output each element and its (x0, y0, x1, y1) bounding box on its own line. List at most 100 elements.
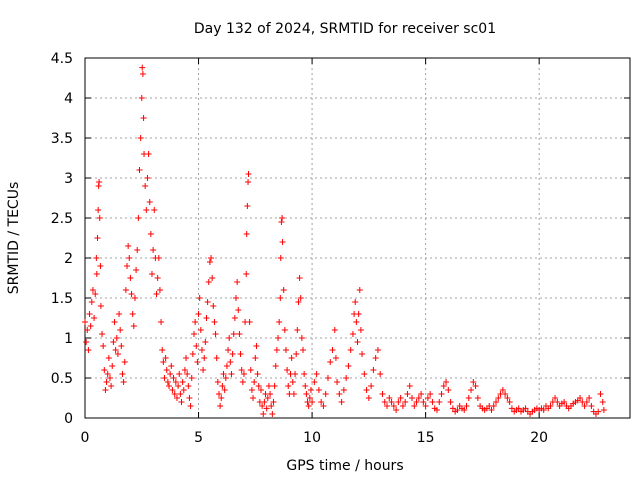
data-point (454, 407, 461, 413)
data-point (156, 287, 163, 293)
data-point (251, 379, 258, 385)
data-point (422, 403, 429, 409)
data-point (138, 95, 145, 101)
data-point (114, 351, 121, 357)
data-point (143, 207, 150, 213)
data-point (122, 287, 129, 293)
data-point (577, 395, 584, 401)
data-point (281, 327, 288, 333)
y-tick-label: 1.5 (51, 291, 73, 307)
data-point (365, 395, 372, 401)
data-point (427, 391, 434, 397)
data-point (87, 323, 94, 329)
data-point (204, 299, 211, 305)
data-point (347, 347, 354, 353)
y-tick-label: 0.5 (51, 371, 73, 387)
data-point (215, 391, 222, 397)
data-point (130, 323, 137, 329)
data-point (95, 207, 102, 213)
data-point (289, 379, 296, 385)
data-point (278, 219, 285, 225)
data-point (89, 287, 96, 293)
data-point (356, 287, 363, 293)
data-point (184, 371, 191, 377)
data-point (226, 335, 233, 341)
data-point (305, 403, 312, 409)
data-point (468, 387, 475, 393)
data-point (194, 359, 201, 365)
data-point (271, 383, 278, 389)
data-point (239, 379, 246, 385)
data-point (217, 403, 224, 409)
data-point (212, 331, 219, 337)
data-point (583, 399, 590, 405)
data-point (445, 387, 452, 393)
data-point (250, 395, 257, 401)
data-point (300, 347, 306, 353)
data-point (359, 351, 366, 357)
data-point (384, 403, 391, 409)
data-point (247, 367, 254, 373)
data-point (547, 403, 554, 409)
data-point (169, 387, 176, 393)
data-point (205, 279, 212, 285)
data-point (288, 355, 295, 361)
data-point (121, 359, 128, 365)
data-point (429, 399, 436, 405)
data-point (275, 335, 282, 341)
data-point (103, 379, 110, 385)
data-point (472, 383, 479, 389)
data-point (104, 371, 111, 377)
data-point (374, 347, 381, 353)
data-point (229, 351, 236, 357)
data-point (108, 383, 115, 389)
data-point (318, 399, 325, 405)
data-point (163, 367, 170, 373)
data-point (345, 363, 352, 369)
data-point (166, 383, 173, 389)
data-point (127, 275, 134, 281)
data-point (99, 331, 106, 337)
y-tick-label: 4 (64, 91, 73, 107)
plot-frame (84, 57, 631, 419)
data-point (237, 351, 244, 357)
data-point (222, 375, 229, 381)
data-point (411, 403, 418, 409)
data-point (243, 231, 250, 237)
data-point (388, 399, 395, 405)
data-point (315, 387, 322, 393)
data-point (311, 379, 318, 385)
data-point (126, 255, 133, 261)
data-point (595, 408, 602, 415)
data-point (386, 395, 393, 401)
data-point (355, 311, 362, 317)
data-point (409, 395, 415, 401)
data-point (413, 399, 420, 405)
data-point (223, 363, 230, 369)
data-point (324, 375, 331, 381)
data-point (402, 399, 409, 405)
data-point (210, 303, 217, 309)
data-point (235, 307, 242, 313)
data-point (306, 395, 313, 401)
data-point (96, 179, 103, 185)
data-point (370, 367, 377, 373)
data-point (176, 371, 183, 377)
data-point (302, 383, 309, 389)
y-tick-label: 4.5 (51, 51, 73, 67)
data-point (117, 327, 124, 333)
data-point (128, 291, 135, 297)
data-point (231, 315, 238, 321)
x-tick-label: 20 (530, 430, 548, 446)
data-point (372, 355, 379, 361)
data-point (91, 315, 98, 321)
data-point (276, 319, 283, 325)
data-point (461, 407, 468, 413)
data-point (172, 379, 179, 385)
data-point (285, 383, 292, 389)
data-point (301, 371, 308, 377)
data-point (185, 383, 192, 389)
data-point (147, 231, 154, 237)
data-point (154, 275, 161, 281)
